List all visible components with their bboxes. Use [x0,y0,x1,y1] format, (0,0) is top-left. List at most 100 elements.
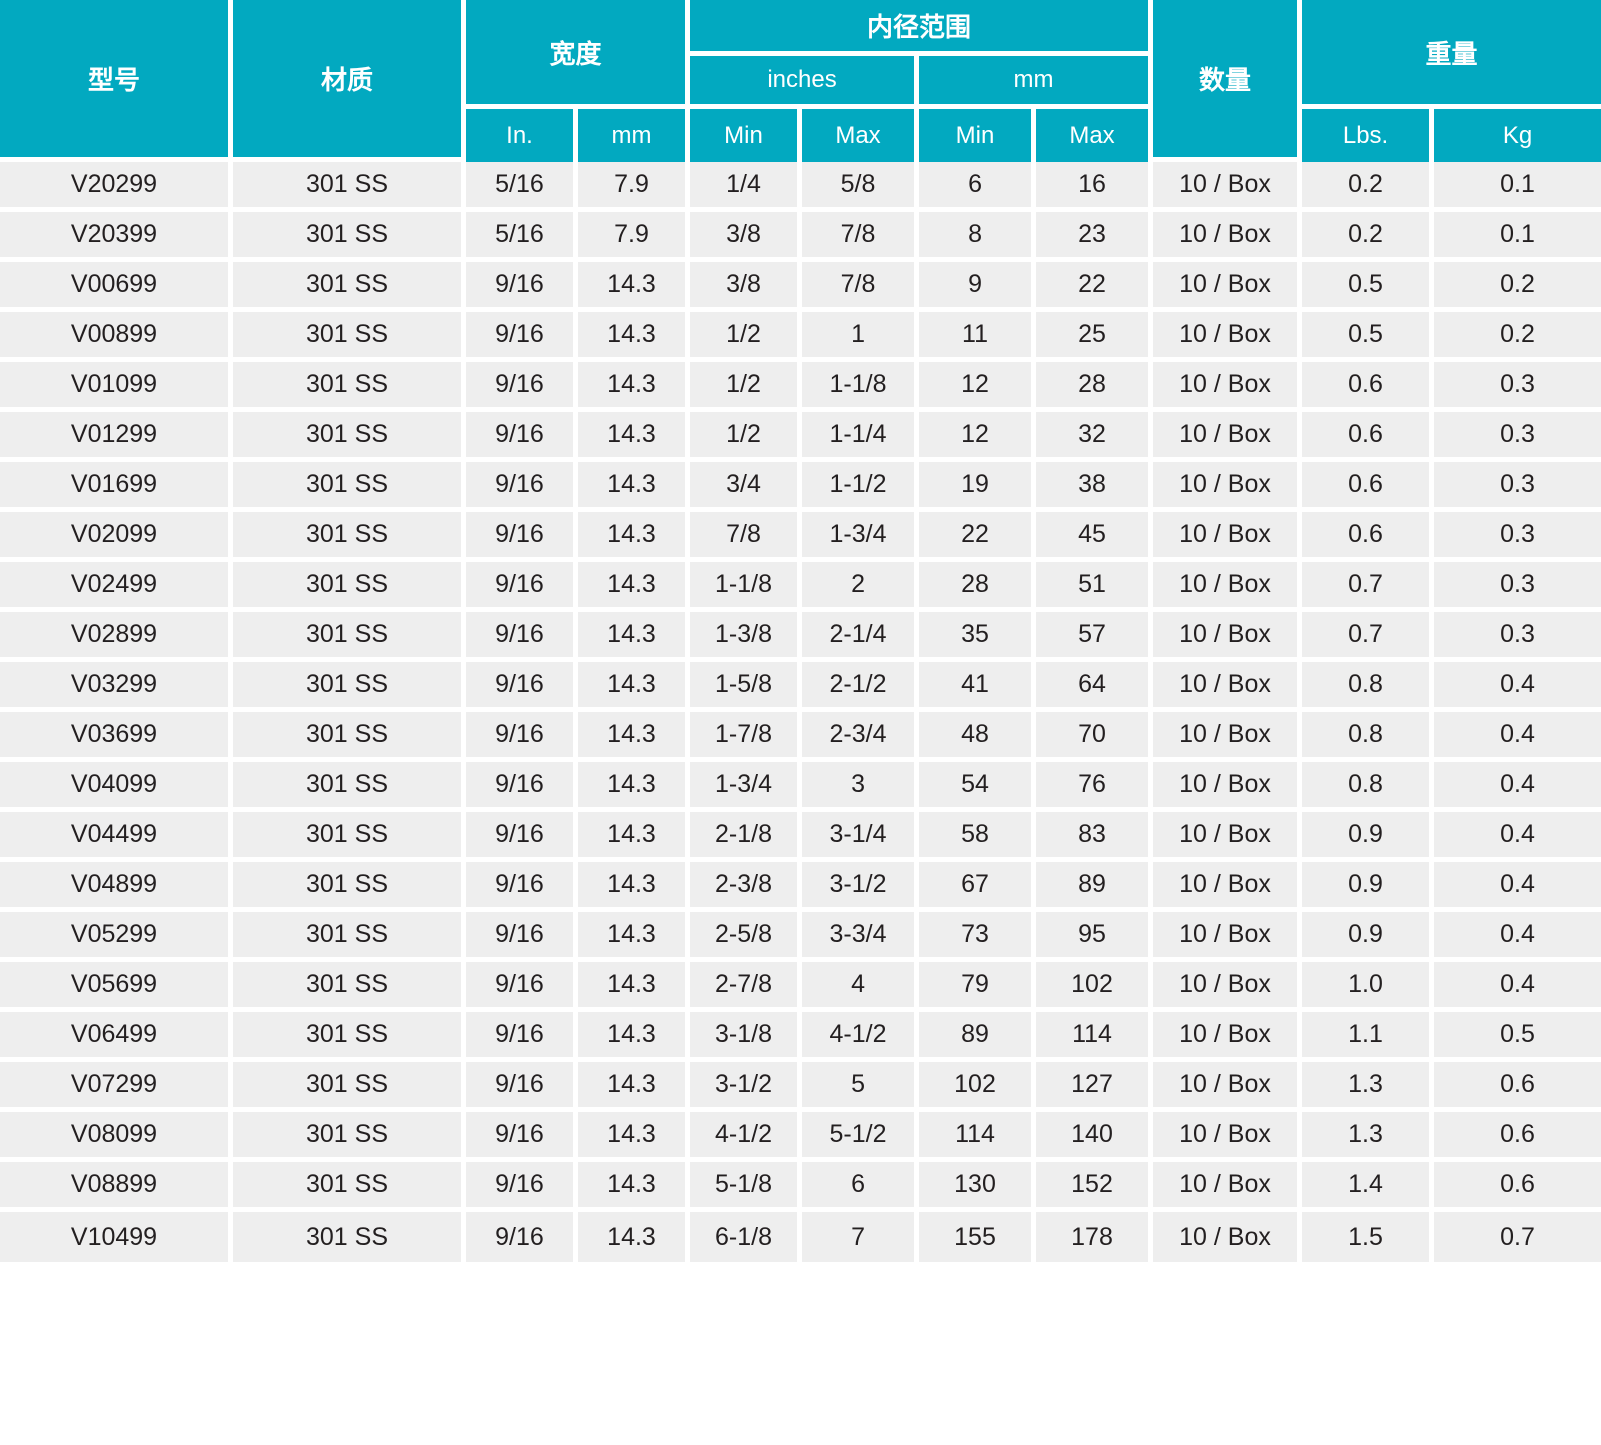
cell-id-inches-max: 2-3/4 [802,712,920,762]
header-id-inches-min: Min [690,109,803,162]
cell-material: 301 SS [233,612,466,662]
header-width: 宽度 [466,0,691,109]
header-weight: 重量 [1302,0,1601,109]
cell-width-mm: 14.3 [578,412,691,462]
header-row-top: 型号 材质 宽度 内径范围 数量 重量 [0,0,1601,162]
cell-weight-kg: 0.4 [1434,662,1601,712]
cell-weight-kg: 0.6 [1434,1162,1601,1212]
table-row: V07299 301 SS 9/16 14.3 3-1/2 5 102 127 10 / Box… [0,1062,1601,1112]
cell-id-inches-min: 1/2 [690,362,803,412]
table-row: V04099 301 SS 9/16 14.3 1-3/4 3 54 76 10 / Box 0.… [0,762,1601,812]
cell-quantity: 10 / Box [1153,362,1303,412]
table-row: V04499 301 SS 9/16 14.3 2-1/8 3-1/4 58 83 10 / B… [0,812,1601,862]
cell-model: V07299 [0,1062,233,1112]
cell-weight-lbs: 0.2 [1302,212,1435,262]
cell-model: V10499 [0,1212,233,1262]
cell-id-mm-min: 35 [919,612,1037,662]
cell-id-inches-max: 6 [802,1162,920,1212]
cell-id-inches-max: 3 [802,762,920,812]
cell-material: 301 SS [233,262,466,312]
cell-width-in: 9/16 [466,362,578,412]
cell-weight-lbs: 0.5 [1302,262,1435,312]
cell-weight-lbs: 0.6 [1302,512,1435,562]
cell-model: V00699 [0,262,233,312]
cell-id-inches-min: 1-1/8 [690,562,803,612]
cell-model: V01699 [0,462,233,512]
cell-id-mm-max: 76 [1036,762,1154,812]
cell-width-mm: 14.3 [578,1162,691,1212]
cell-width-in: 9/16 [466,812,578,862]
cell-quantity: 10 / Box [1153,262,1303,312]
cell-material: 301 SS [233,412,466,462]
cell-id-inches-min: 1-3/4 [690,762,803,812]
cell-quantity: 10 / Box [1153,162,1303,212]
cell-id-inches-min: 3/8 [690,262,803,312]
cell-width-mm: 7.9 [578,212,691,262]
header-material: 材质 [233,0,466,162]
cell-id-inches-max: 1-1/2 [802,462,920,512]
cell-id-inches-min: 1-7/8 [690,712,803,762]
cell-id-mm-min: 79 [919,962,1037,1012]
cell-id-inches-min: 3/8 [690,212,803,262]
cell-material: 301 SS [233,962,466,1012]
cell-width-mm: 14.3 [578,612,691,662]
table-row: V04899 301 SS 9/16 14.3 2-3/8 3-1/2 67 89 10 / B… [0,862,1601,912]
cell-width-in: 9/16 [466,512,578,562]
cell-id-mm-max: 25 [1036,312,1154,362]
cell-id-inches-max: 3-3/4 [802,912,920,962]
cell-width-in: 9/16 [466,862,578,912]
cell-weight-kg: 0.5 [1434,1012,1601,1062]
cell-width-mm: 14.3 [578,662,691,712]
cell-width-in: 9/16 [466,1112,578,1162]
cell-model: V04099 [0,762,233,812]
cell-width-mm: 14.3 [578,862,691,912]
cell-id-mm-min: 41 [919,662,1037,712]
cell-model: V20299 [0,162,233,212]
cell-id-inches-min: 6-1/8 [690,1212,803,1262]
cell-material: 301 SS [233,862,466,912]
cell-width-in: 9/16 [466,712,578,762]
cell-width-in: 9/16 [466,562,578,612]
cell-id-mm-max: 23 [1036,212,1154,262]
table-body: V20299 301 SS 5/16 7.9 1/4 5/8 6 16 10 / Box 0.2 0… [0,162,1601,1262]
cell-weight-lbs: 0.8 [1302,662,1435,712]
cell-width-mm: 14.3 [578,1062,691,1112]
cell-id-inches-max: 5-1/2 [802,1112,920,1162]
cell-model: V08099 [0,1112,233,1162]
cell-material: 301 SS [233,1012,466,1062]
table-row: V02899 301 SS 9/16 14.3 1-3/8 2-1/4 35 57 10 / B… [0,612,1601,662]
cell-weight-kg: 0.3 [1434,612,1601,662]
table-row: V05299 301 SS 9/16 14.3 2-5/8 3-3/4 73 95 10 / B… [0,912,1601,962]
cell-weight-lbs: 0.2 [1302,162,1435,212]
cell-weight-kg: 0.4 [1434,862,1601,912]
cell-width-in: 9/16 [466,1062,578,1112]
table-bottom-spacer [0,1262,1601,1314]
cell-weight-lbs: 0.9 [1302,862,1435,912]
cell-width-mm: 14.3 [578,1012,691,1062]
cell-material: 301 SS [233,1162,466,1212]
cell-quantity: 10 / Box [1153,712,1303,762]
cell-material: 301 SS [233,812,466,862]
cell-weight-kg: 0.4 [1434,962,1601,1012]
cell-id-mm-min: 12 [919,362,1037,412]
cell-id-mm-min: 54 [919,762,1037,812]
table-row: V20299 301 SS 5/16 7.9 1/4 5/8 6 16 10 / Box 0.2 0… [0,162,1601,212]
cell-material: 301 SS [233,362,466,412]
cell-id-inches-max: 5 [802,1062,920,1112]
cell-width-in: 9/16 [466,1212,578,1262]
cell-weight-lbs: 1.3 [1302,1112,1435,1162]
cell-id-inches-min: 1/4 [690,162,803,212]
cell-quantity: 10 / Box [1153,1212,1303,1262]
cell-weight-kg: 0.4 [1434,812,1601,862]
cell-material: 301 SS [233,1112,466,1162]
cell-id-mm-max: 140 [1036,1112,1154,1162]
cell-material: 301 SS [233,1062,466,1112]
table-row: V02499 301 SS 9/16 14.3 1-1/8 2 28 51 10 / Box 0.… [0,562,1601,612]
cell-id-inches-min: 2-1/8 [690,812,803,862]
cell-id-mm-min: 12 [919,412,1037,462]
cell-id-inches-max: 4 [802,962,920,1012]
cell-id-mm-min: 73 [919,912,1037,962]
cell-material: 301 SS [233,662,466,712]
cell-material: 301 SS [233,912,466,962]
cell-id-mm-min: 19 [919,462,1037,512]
